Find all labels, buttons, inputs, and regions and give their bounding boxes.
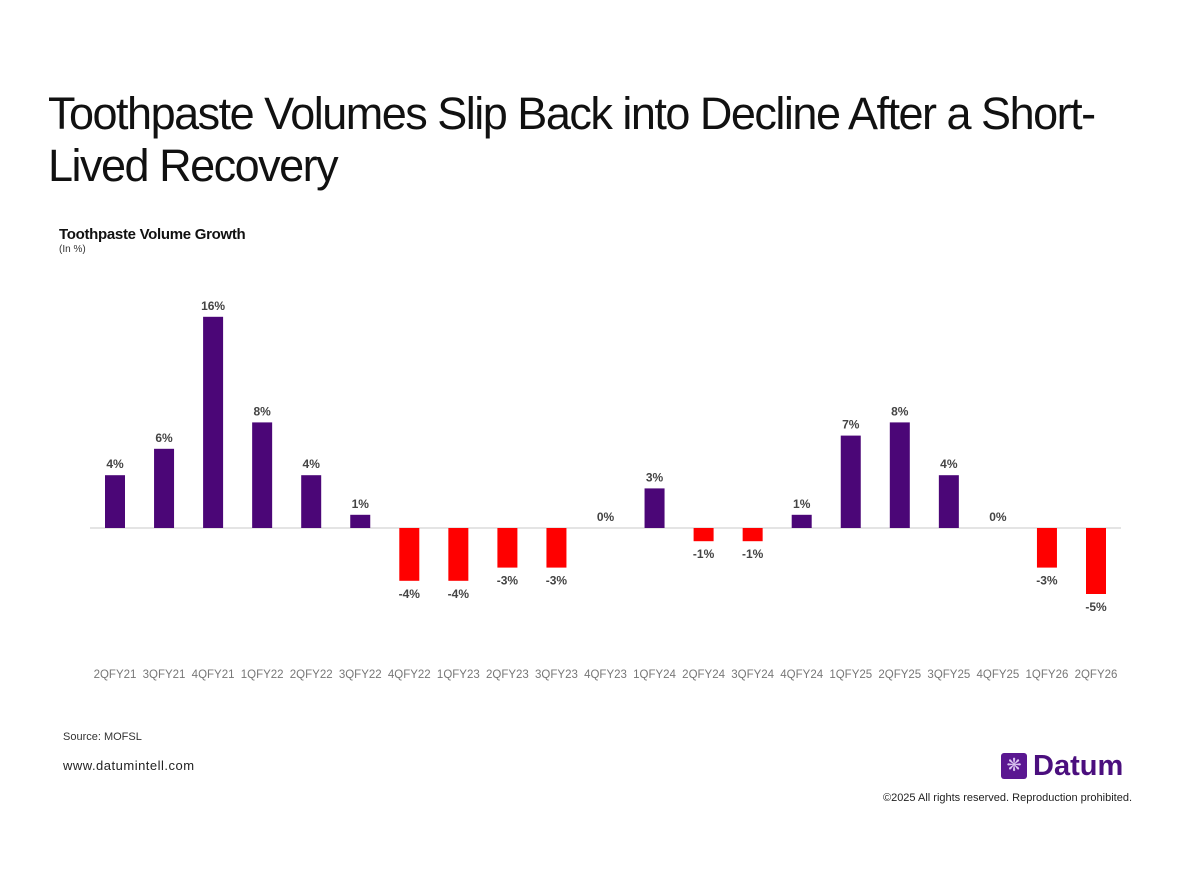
x-tick-label: 2QFY23 <box>486 669 529 681</box>
x-tick-label: 4QFY24 <box>780 669 823 681</box>
bar <box>742 528 763 542</box>
datum-logo: ❋ Datum <box>1001 751 1123 781</box>
bar <box>399 528 420 581</box>
x-tick-label: 1QFY26 <box>1026 669 1069 681</box>
page-title: Toothpaste Volumes Slip Back into Declin… <box>48 88 1096 191</box>
data-label: 1% <box>352 497 370 511</box>
data-label: -4% <box>399 587 421 601</box>
x-tick-label: 4QFY23 <box>584 669 627 681</box>
bar <box>791 514 812 528</box>
data-label: 4% <box>106 457 124 471</box>
x-tick-label: 3QFY23 <box>535 669 578 681</box>
data-label: -1% <box>693 547 715 561</box>
x-tick-label: 4QFY21 <box>192 669 235 681</box>
bar <box>497 528 518 568</box>
data-label: -5% <box>1085 600 1107 614</box>
datum-logo-icon: ❋ <box>1001 753 1027 779</box>
data-label: 4% <box>940 457 958 471</box>
bar <box>203 316 224 528</box>
data-label: 8% <box>891 404 909 418</box>
data-label: 16% <box>201 299 225 313</box>
data-label: -1% <box>742 547 764 561</box>
x-tick-label: 2QFY22 <box>290 669 333 681</box>
bar <box>448 528 469 581</box>
x-tick-label: 1QFY24 <box>633 669 676 681</box>
x-tick-label: 3QFY21 <box>143 669 186 681</box>
chart-subtitle: (In %) <box>59 244 86 255</box>
x-tick-label: 4QFY25 <box>976 669 1019 681</box>
bar <box>644 488 665 528</box>
data-label: -4% <box>448 587 470 601</box>
data-label: 7% <box>842 418 860 432</box>
copyright: ©2025 All rights reserved. Reproduction … <box>882 792 1132 804</box>
x-tick-label: 2QFY24 <box>682 669 725 681</box>
bar <box>840 435 861 528</box>
source-note: Source: MOFSL <box>63 731 142 743</box>
data-label: 0% <box>989 510 1007 524</box>
bar <box>301 475 322 528</box>
logo-text: Datum <box>1033 750 1124 782</box>
data-label: -3% <box>497 574 519 588</box>
bar <box>105 475 125 528</box>
bar <box>350 514 371 528</box>
x-tick-label: 3QFY22 <box>339 669 382 681</box>
bar <box>1036 528 1057 568</box>
data-label: 3% <box>646 470 664 484</box>
data-label: 0% <box>597 510 615 524</box>
data-label: -3% <box>1036 574 1058 588</box>
x-tick-label: 1QFY23 <box>437 669 480 681</box>
data-label: 4% <box>303 457 321 471</box>
x-tick-label: 1QFY25 <box>829 669 872 681</box>
x-tick-label: 3QFY24 <box>731 669 774 681</box>
x-tick-label: 3QFY25 <box>927 669 970 681</box>
bar <box>693 528 714 542</box>
data-label: 8% <box>253 404 271 418</box>
x-tick-label: 4QFY22 <box>388 669 431 681</box>
bar <box>938 475 959 528</box>
data-label: 1% <box>793 497 811 511</box>
bar <box>1086 528 1106 594</box>
x-tick-label: 2QFY26 <box>1075 669 1118 681</box>
bar <box>889 422 910 528</box>
bar <box>252 422 273 528</box>
bar <box>154 448 175 528</box>
x-tick-label: 2QFY25 <box>878 669 921 681</box>
x-tick-label: 2QFY21 <box>94 669 137 681</box>
website-link[interactable]: www.datumintell.com <box>63 758 195 773</box>
chart-title: Toothpaste Volume Growth <box>59 226 246 243</box>
bar <box>546 528 567 568</box>
data-label: -3% <box>546 574 568 588</box>
data-label: 6% <box>155 431 173 445</box>
x-tick-label: 1QFY22 <box>241 669 284 681</box>
